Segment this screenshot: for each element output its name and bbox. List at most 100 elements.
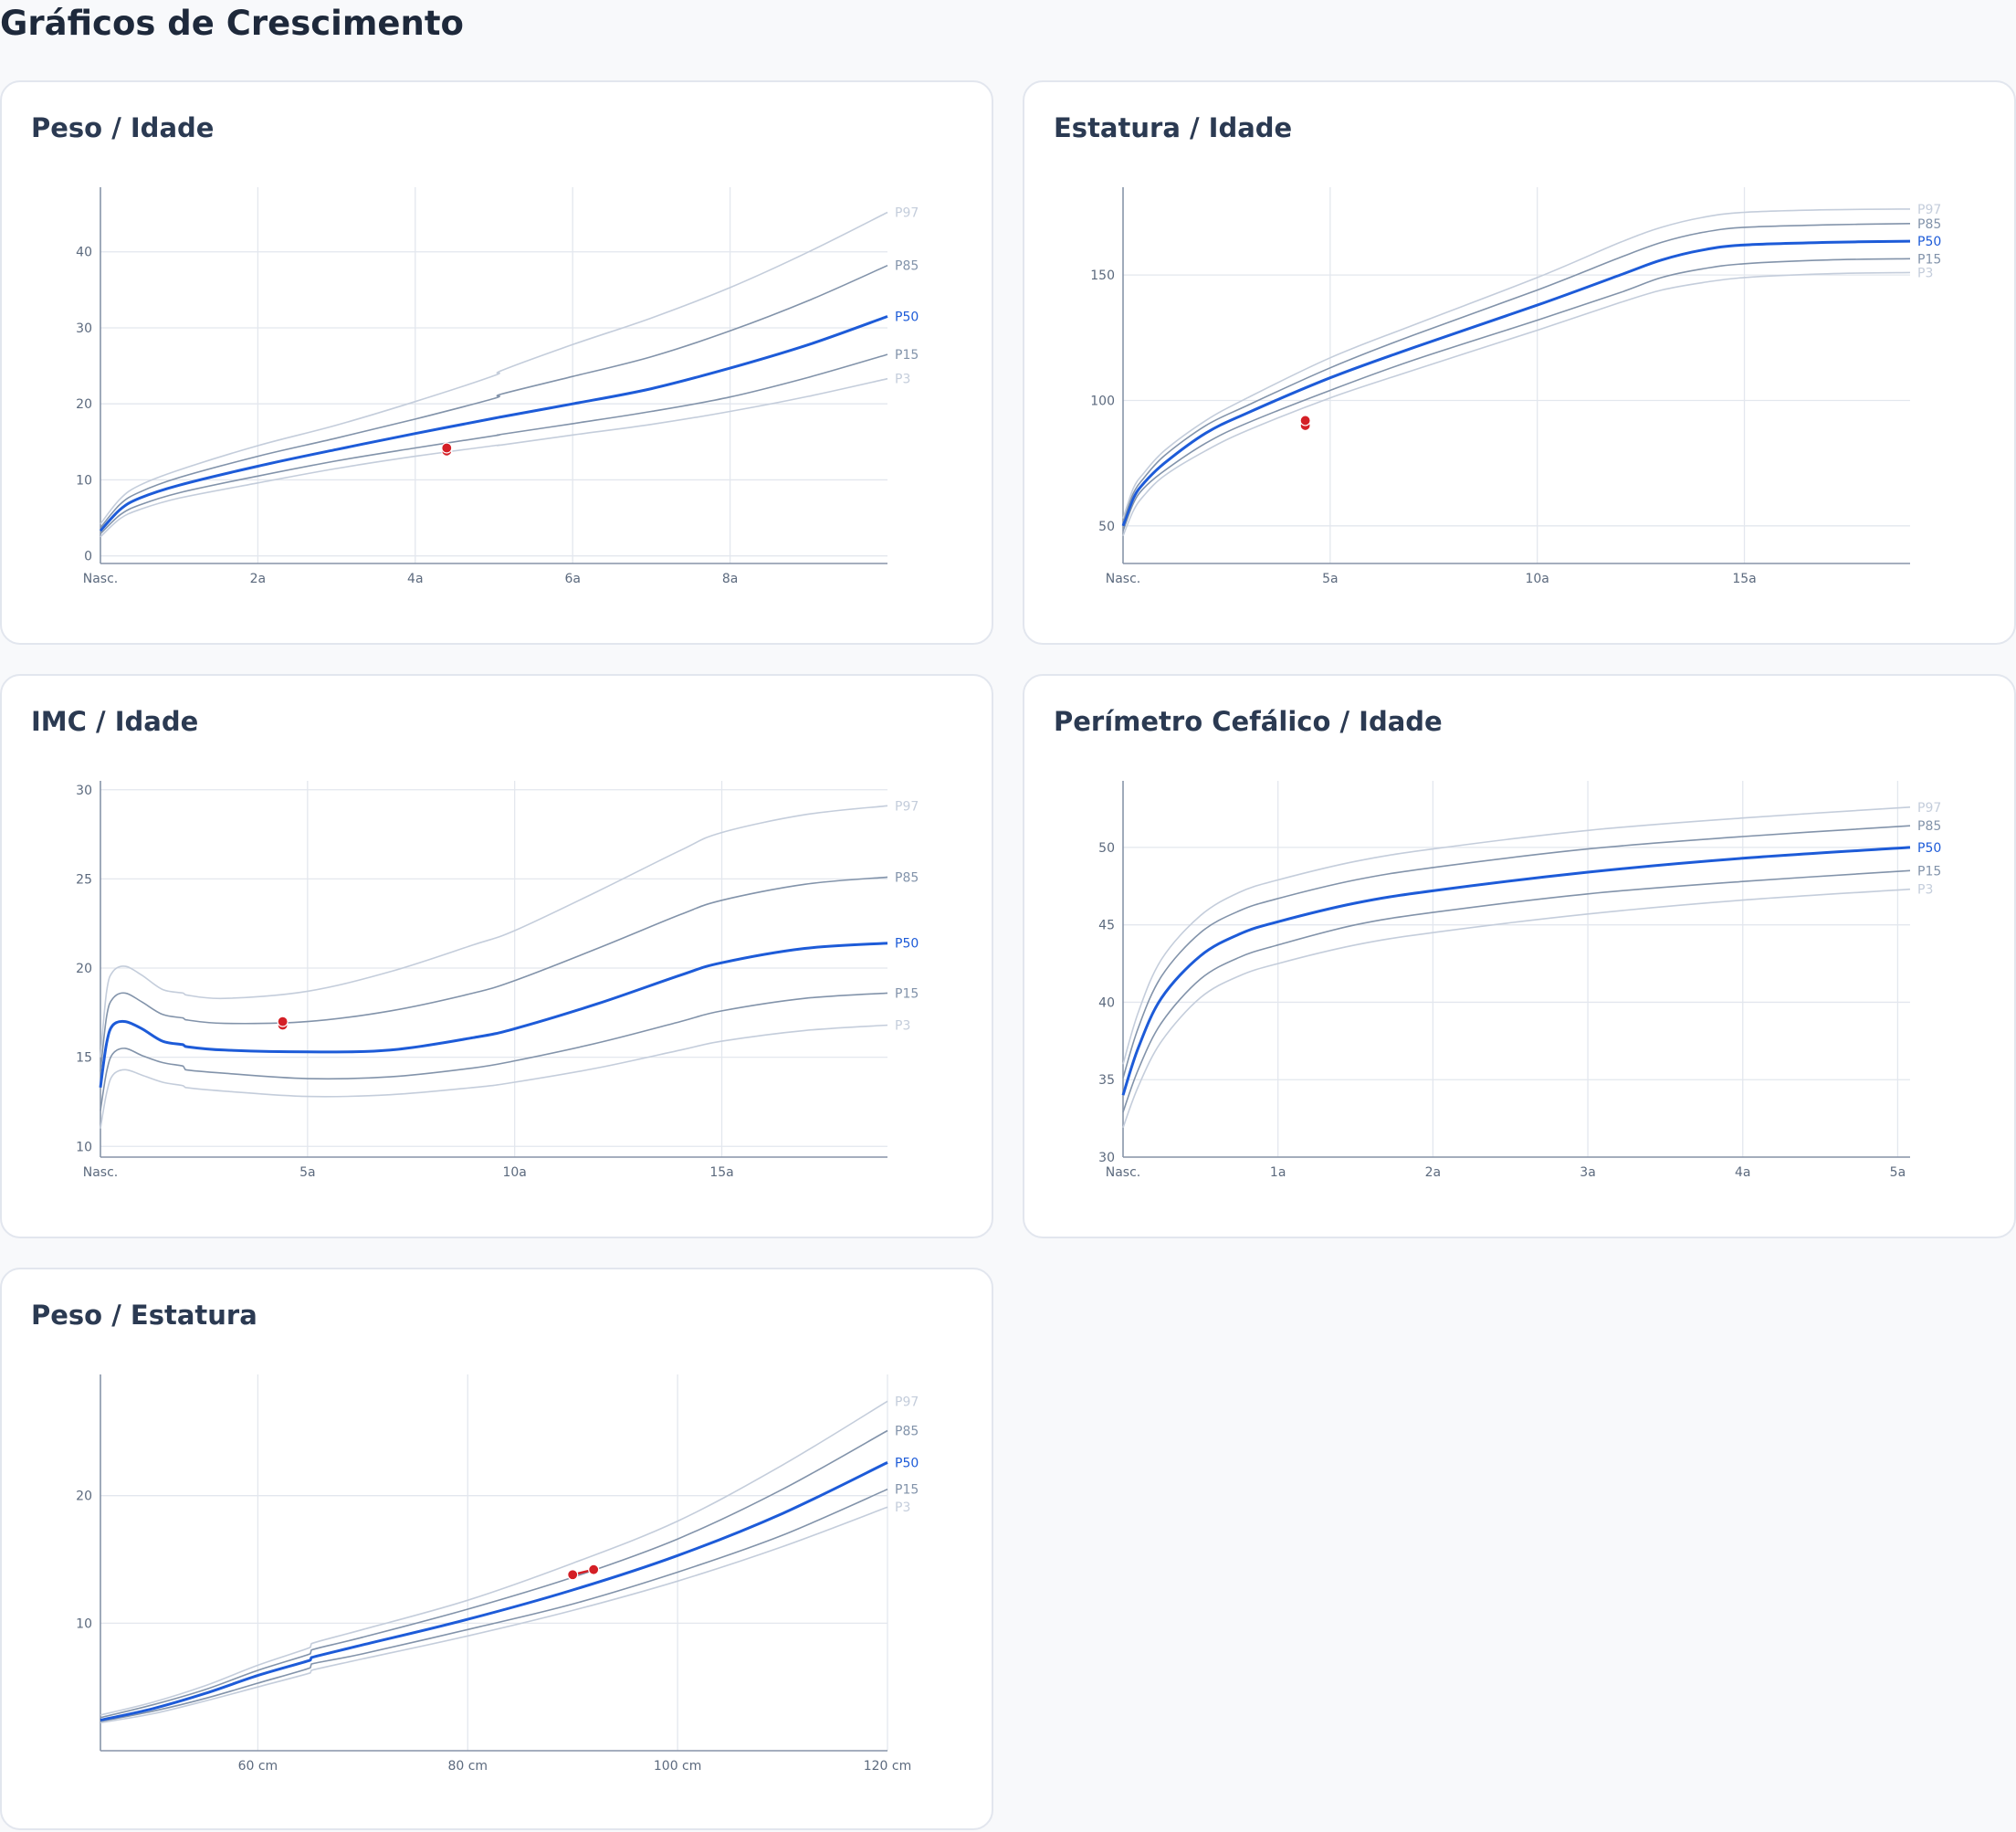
series-label-p50: P50	[1917, 235, 1941, 249]
series-line-p50	[100, 1461, 888, 1721]
x-tick-label: 5a	[1890, 1165, 1906, 1180]
y-tick-label: 35	[1098, 1073, 1115, 1088]
series-line-p15	[100, 353, 888, 535]
patient-point	[441, 442, 453, 454]
y-tick-label: 15	[76, 1051, 92, 1066]
series-line-p50	[99, 942, 888, 1089]
chart-peso-idade: Nasc. 2a 4a 6a 8a 0 10 20 30 40 P3 P15 P50 P85 P97	[76, 187, 919, 586]
x-tick-label: 100 cm	[654, 1759, 702, 1774]
x-tick-label: 1a	[1270, 1165, 1286, 1180]
series-line-p85	[100, 1429, 888, 1719]
series-label-p97: P97	[895, 205, 919, 220]
series-label-p85: P85	[895, 1424, 919, 1438]
y-tick-label: 10	[76, 1616, 92, 1631]
series-line-p3	[100, 1506, 888, 1724]
series-label-p15: P15	[895, 986, 919, 1001]
x-tick-label: Nasc.	[83, 1165, 119, 1180]
x-tick-label: Nasc.	[1106, 572, 1141, 586]
series-label-p3: P3	[895, 1500, 910, 1515]
y-tick-label: 30	[76, 784, 92, 798]
patient-point	[588, 1564, 600, 1575]
x-tick-label: 5a	[299, 1165, 316, 1180]
series-line-p85	[100, 876, 888, 1072]
series-label-p15: P15	[1917, 252, 1941, 267]
series-line-p85	[1122, 825, 1911, 1079]
series-label-p15: P15	[1917, 864, 1941, 879]
x-tick-label: 4a	[1735, 1165, 1751, 1180]
series-line-p50	[1121, 846, 1911, 1096]
series-label-p50: P50	[895, 310, 919, 324]
chart-title: Peso / Idade	[31, 112, 215, 143]
card-estatura-idade: Estatura / Idade Nasc. 5a 10a 15a 50 100 150 P3…	[1023, 80, 2016, 645]
y-tick-label: 30	[76, 321, 92, 336]
series-line-p15	[100, 992, 888, 1111]
y-tick-label: 25	[76, 872, 92, 887]
card-peso-estatura: Peso / Estatura 60 cm 80 cm 100 cm 120 cm 10…	[0, 1268, 993, 1830]
series-line-p97	[1122, 208, 1911, 519]
y-tick-label: 40	[1098, 995, 1115, 1010]
card-peso-idade: Peso / Idade Nasc. 2a 4a 6a 8a 0 10 20 30 40 P3 P15…	[0, 80, 993, 645]
series-label-p15: P15	[895, 348, 919, 363]
series-line-p85	[1122, 223, 1911, 521]
card-perimetro-cefalico-idade: Perímetro Cefálico / Idade Nasc. 1a 2a 3a 4a…	[1023, 674, 2016, 1238]
x-tick-label: 6a	[564, 572, 581, 586]
patient-point	[567, 1569, 579, 1581]
x-tick-label: 5a	[1322, 572, 1339, 586]
series-line-p3	[1122, 888, 1911, 1129]
series-label-p50: P50	[895, 1456, 919, 1470]
series-label-p85: P85	[895, 259, 919, 274]
x-tick-label: Nasc.	[83, 572, 119, 586]
series-label-p3: P3	[895, 1019, 910, 1034]
chart-title: Peso / Estatura	[31, 1300, 257, 1331]
series-line-p3	[100, 1024, 888, 1129]
x-tick-label: Nasc.	[1106, 1165, 1141, 1180]
x-tick-label: 60 cm	[238, 1759, 278, 1774]
series-label-p97: P97	[1917, 203, 1941, 217]
y-tick-label: 10	[76, 1140, 92, 1154]
x-tick-label: 120 cm	[864, 1759, 912, 1774]
series-label-p85: P85	[1917, 819, 1941, 834]
series-label-p3: P3	[895, 373, 910, 387]
series-line-p3	[100, 377, 888, 538]
series-label-p85: P85	[895, 870, 919, 885]
series-line-p97	[1122, 806, 1911, 1065]
series-line-p15	[1122, 258, 1911, 532]
series-line-p15	[100, 1488, 888, 1722]
x-tick-label: 2a	[1425, 1165, 1442, 1180]
y-tick-label: 50	[1098, 520, 1115, 534]
x-tick-label: 15a	[1732, 572, 1756, 586]
series-line-p15	[1122, 869, 1911, 1113]
y-tick-label: 100	[1090, 394, 1115, 408]
x-tick-label: 8a	[722, 572, 739, 586]
y-tick-label: 45	[1098, 919, 1115, 933]
series-label-p15: P15	[895, 1483, 919, 1498]
series-line-p3	[1122, 271, 1911, 537]
series-line-p97	[100, 805, 888, 1058]
series-line-p97	[100, 211, 888, 525]
series-line-p50	[99, 315, 888, 532]
x-tick-label: 15a	[709, 1165, 733, 1180]
series-label-p50: P50	[1917, 841, 1941, 856]
card-imc-idade: IMC / Idade Nasc. 5a 10a 15a 10 15 20 25 30 P3 P15…	[0, 674, 993, 1238]
series-label-p97: P97	[895, 799, 919, 814]
y-tick-label: 20	[76, 397, 92, 412]
x-tick-label: 80 cm	[447, 1759, 488, 1774]
chart-title: IMC / Idade	[31, 706, 199, 737]
series-label-p3: P3	[1917, 266, 1933, 280]
patient-point	[1299, 415, 1311, 426]
series-label-p97: P97	[1917, 801, 1941, 816]
chart-title: Estatura / Idade	[1054, 112, 1293, 143]
series-line-p50	[1121, 239, 1911, 527]
y-tick-label: 20	[76, 1490, 92, 1504]
y-tick-label: 50	[1098, 841, 1115, 856]
x-tick-label: 10a	[502, 1165, 526, 1180]
series-label-p3: P3	[1917, 883, 1933, 898]
y-tick-label: 20	[76, 962, 92, 976]
series-line-p85	[100, 264, 888, 529]
page-title: Gráficos de Crescimento	[0, 4, 464, 43]
chart-peso-estatura: 60 cm 80 cm 100 cm 120 cm 10 20 P3 P15 P50 P85 P97	[76, 1374, 919, 1774]
y-tick-label: 30	[1098, 1151, 1115, 1165]
y-tick-label: 150	[1090, 268, 1115, 283]
patient-point	[277, 1016, 289, 1027]
